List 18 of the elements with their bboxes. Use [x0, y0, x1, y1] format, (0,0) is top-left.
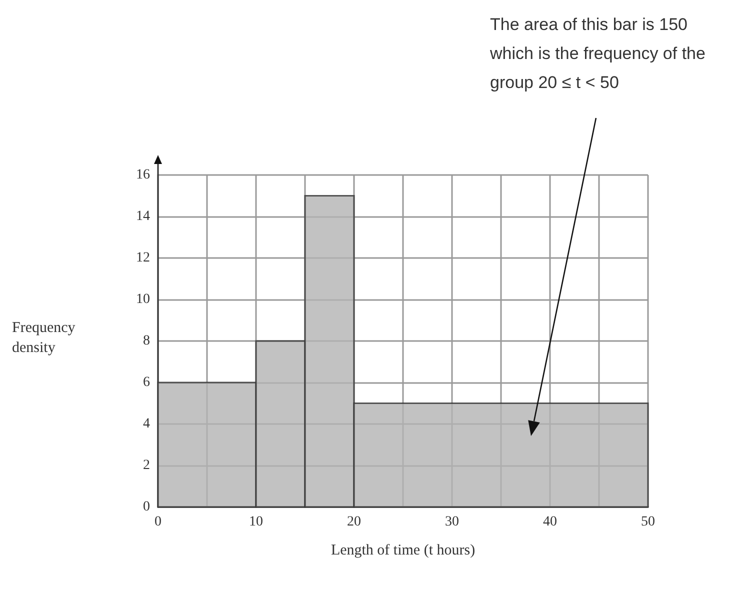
x-tick-label: 40 — [543, 514, 557, 530]
y-tick-label: 2 — [143, 458, 150, 473]
y-tick-label: 4 — [143, 416, 150, 432]
y-tick-label: 8 — [143, 334, 150, 348]
y-tick-label: 0 — [143, 500, 150, 514]
x-tick-label: 20 — [347, 514, 361, 530]
y-tick-label: 14 — [136, 209, 150, 224]
text: The area of this bar is 150 which is the frequency of the group 20 ≤ t < 50 — [489, 15, 710, 92]
y-axis-title: Frequency density — [12, 320, 80, 356]
x-tick-label: 0 — [154, 514, 162, 530]
x-tick-label: 50 — [641, 514, 655, 530]
y-tick-label: 16 — [136, 168, 150, 182]
x-tick-label: 10 — [249, 514, 263, 530]
x-tick-label: 30 — [445, 514, 459, 530]
x-axis-title: Length of time (t hours) — [330, 542, 476, 558]
y-tick-label: 10 — [136, 292, 150, 307]
y-tick-label: 6 — [143, 375, 150, 390]
y-tick-label: 12 — [136, 250, 150, 266]
